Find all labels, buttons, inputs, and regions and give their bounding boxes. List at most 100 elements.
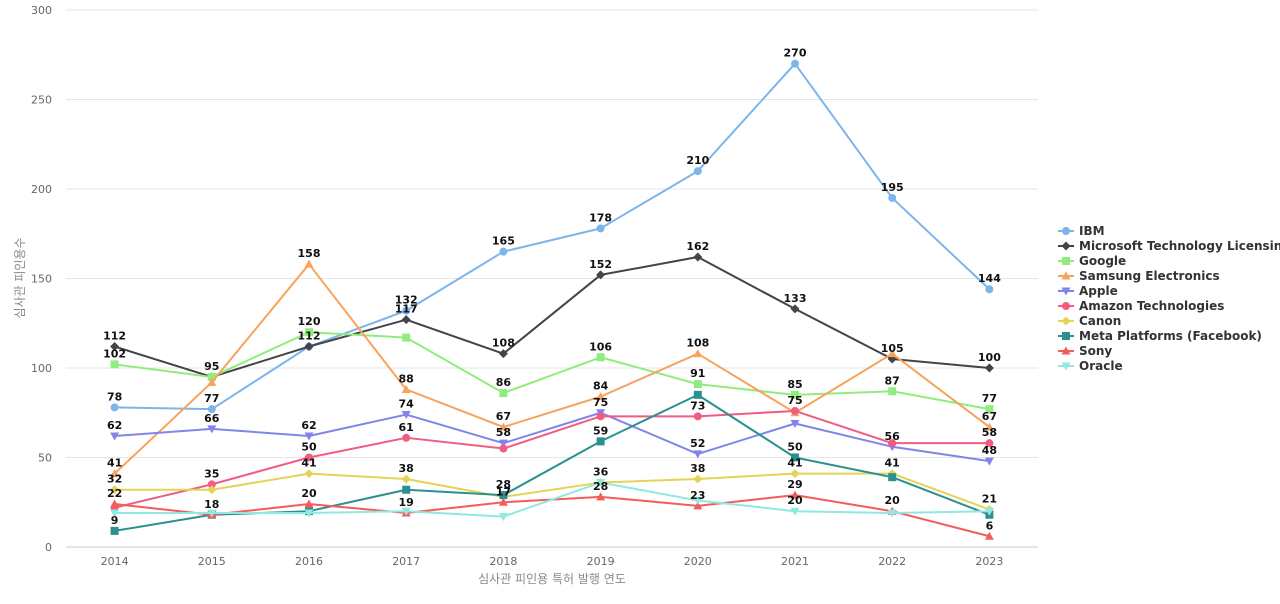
data-label: 50 — [301, 441, 317, 454]
data-label: 133 — [784, 292, 807, 305]
data-point — [498, 513, 508, 522]
data-label: 86 — [496, 376, 512, 389]
data-point — [401, 474, 411, 484]
data-label: 120 — [298, 315, 321, 328]
series-line — [114, 62, 991, 411]
data-point — [693, 167, 702, 176]
legend-item[interactable]: Amazon Technologies — [1058, 299, 1224, 313]
y-tick-label: 200 — [31, 183, 52, 196]
legend-label: Samsung Electronics — [1079, 269, 1220, 283]
data-label: 165 — [492, 235, 515, 248]
legend-label: Microsoft Technology Licensing — [1079, 239, 1280, 253]
data-label: 20 — [301, 487, 317, 500]
data-point — [888, 193, 897, 202]
data-label: 41 — [107, 457, 122, 470]
data-point — [887, 349, 897, 358]
data-point — [110, 432, 120, 441]
data-point — [110, 342, 120, 352]
data-point — [498, 349, 508, 359]
data-label: 21 — [982, 492, 997, 505]
legend-marker — [1062, 227, 1070, 235]
data-label: 66 — [204, 412, 220, 425]
data-point — [984, 363, 994, 373]
data-label: 17 — [496, 485, 511, 498]
y-tick-label: 100 — [31, 362, 52, 375]
data-point — [402, 433, 411, 442]
data-label: 67 — [496, 410, 511, 423]
data-label: 28 — [496, 478, 511, 491]
data-label: 38 — [399, 462, 414, 475]
data-label: 52 — [690, 437, 705, 450]
data-point — [401, 315, 411, 325]
series-line — [114, 256, 990, 378]
legend-label: Apple — [1079, 284, 1118, 298]
data-label: 35 — [204, 467, 219, 480]
data-label: 77 — [204, 392, 219, 405]
data-label: 32 — [107, 473, 122, 486]
data-label: 100 — [978, 351, 1001, 364]
data-point — [305, 328, 313, 337]
x-tick-label: 2017 — [392, 555, 420, 568]
legend-item[interactable]: Sony — [1058, 344, 1112, 358]
x-tick-label: 2020 — [684, 555, 712, 568]
data-point — [985, 439, 994, 448]
legend-item[interactable]: Oracle — [1058, 359, 1123, 373]
legend-item[interactable]: Google — [1058, 254, 1126, 268]
legend-label: Google — [1079, 254, 1126, 268]
data-point — [499, 491, 508, 500]
series-line — [114, 494, 990, 538]
data-label: 58 — [496, 426, 511, 439]
data-point — [985, 285, 994, 294]
data-label: 195 — [881, 181, 904, 194]
data-label: 77 — [982, 392, 997, 405]
legend-marker — [1061, 316, 1071, 326]
data-label: 73 — [690, 399, 705, 412]
data-point — [110, 499, 120, 508]
legend-item[interactable]: Canon — [1058, 314, 1121, 328]
data-point — [790, 419, 800, 428]
data-point — [498, 422, 508, 431]
legend-item[interactable]: Apple — [1058, 284, 1118, 298]
legend-item[interactable]: IBM — [1058, 224, 1105, 238]
data-label: 23 — [690, 489, 705, 502]
series-line — [113, 263, 991, 475]
series-1 — [110, 252, 994, 382]
data-label: 102 — [103, 347, 126, 360]
series-8 — [110, 490, 994, 540]
legend-item[interactable]: Meta Platforms (Facebook) — [1058, 329, 1262, 343]
data-point — [207, 377, 217, 386]
series-9 — [110, 479, 994, 522]
data-point — [984, 507, 994, 516]
data-label: 178 — [589, 211, 612, 224]
legend-item[interactable]: Samsung Electronics — [1058, 269, 1220, 283]
data-point — [304, 499, 314, 508]
data-point — [498, 497, 508, 506]
y-tick-label: 50 — [38, 452, 52, 465]
data-label: 105 — [881, 342, 904, 355]
data-label: 38 — [690, 462, 705, 475]
data-label: 48 — [982, 444, 997, 457]
data-point — [888, 387, 897, 396]
data-point — [693, 390, 702, 399]
data-label: 56 — [885, 430, 901, 443]
data-point — [791, 390, 799, 399]
data-point — [207, 480, 216, 489]
data-point — [791, 59, 799, 68]
data-point — [985, 405, 994, 414]
x-tick-label: 2015 — [198, 555, 226, 568]
data-point — [402, 485, 411, 494]
data-point — [791, 406, 799, 415]
data-label: 112 — [103, 330, 126, 343]
data-point — [984, 531, 994, 540]
data-point — [790, 507, 800, 516]
data-point — [887, 509, 897, 518]
data-label: 61 — [399, 421, 414, 434]
series-0 — [110, 59, 994, 414]
legend-marker — [1061, 271, 1071, 280]
legend-item[interactable]: Microsoft Technology Licensing — [1058, 239, 1280, 253]
data-label: 88 — [399, 372, 414, 385]
data-point — [401, 507, 411, 516]
x-axis-title: 심사관 피인용 특허 발행 연도 — [478, 571, 626, 586]
data-point — [305, 453, 313, 462]
